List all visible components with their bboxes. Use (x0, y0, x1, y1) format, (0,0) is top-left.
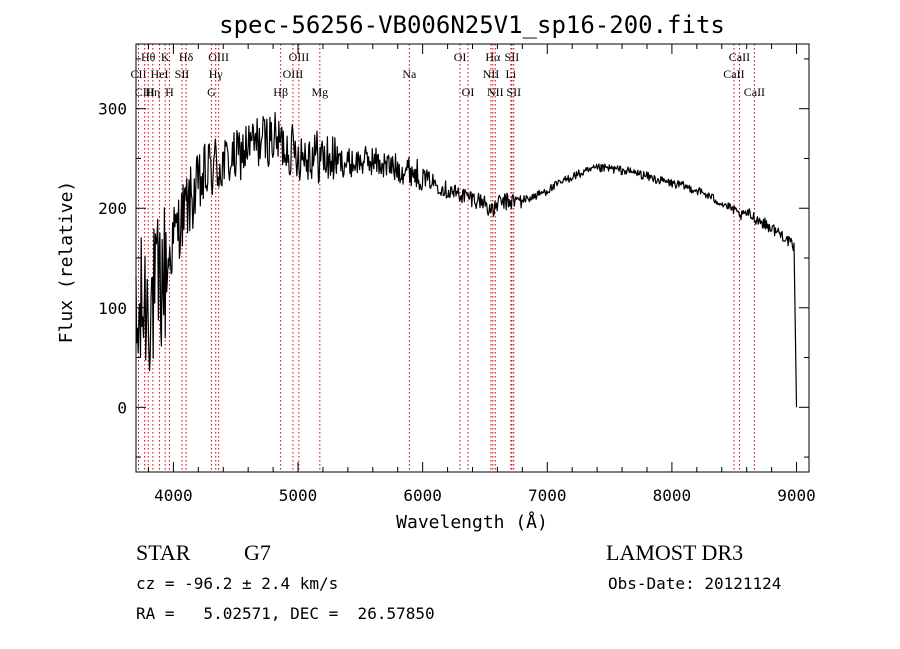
line-marker-label: OI (454, 50, 467, 64)
line-marker-label: SII (506, 85, 521, 99)
x-axis-ticks: 4000 5000 6000 7000 8000 9000 (147, 44, 816, 505)
observation-date: Obs-Date: 20121124 (608, 574, 782, 593)
line-marker-label: SII (175, 67, 190, 81)
line-marker-label: OIII (289, 50, 310, 64)
y-axis-label: Flux (relative) (56, 181, 77, 344)
line-marker-label: Li (506, 67, 517, 81)
line-marker-label: CaII (744, 85, 765, 99)
x-tick-label: 9000 (777, 486, 816, 505)
line-marker-label: OIII (283, 67, 304, 81)
line-marker-label: HeI (151, 67, 169, 81)
line-marker-label: Hα (485, 50, 501, 64)
line-marker-label: OIII (208, 50, 229, 64)
line-marker-label: SII (505, 50, 520, 64)
x-tick-label: 5000 (279, 486, 318, 505)
line-marker-label: Hγ (209, 67, 224, 81)
line-marker-label: Na (402, 67, 417, 81)
y-tick-label: 200 (98, 199, 127, 218)
line-marker-label: CII (130, 67, 146, 81)
line-marker-label: G (207, 85, 216, 99)
x-axis-label: Wavelength (Å) (396, 511, 548, 533)
line-marker-label: Hβ (273, 85, 288, 99)
y-tick-label: 100 (98, 299, 127, 318)
y-axis-ticks: 0 100 200 300 (98, 58, 809, 458)
line-marker-label: NII (487, 85, 504, 99)
line-marker-label: Hη (145, 85, 160, 99)
line-marker-label: H (165, 85, 174, 99)
object-class: STAR (136, 540, 191, 565)
y-tick-label: 0 (117, 398, 127, 417)
y-tick-label: 300 (98, 100, 127, 119)
x-tick-label: 7000 (528, 486, 567, 505)
spectrum-line (135, 112, 798, 408)
line-marker-label: NII (483, 67, 500, 81)
line-marker-label: Mg (311, 85, 328, 99)
line-marker-label: OI (462, 85, 475, 99)
x-tick-label: 6000 (403, 486, 442, 505)
x-tick-label: 4000 (154, 486, 193, 505)
survey-name: LAMOST DR3 (606, 540, 744, 565)
line-marker-label: K (161, 50, 170, 64)
plot-frame (135, 43, 810, 473)
line-marker-label: CaII (723, 67, 744, 81)
object-subclass: G7 (244, 540, 271, 565)
chart-title: spec-56256-VB006N25V1_sp16-200.fits (219, 11, 725, 39)
x-tick-label: 8000 (653, 486, 692, 505)
line-marker-label: Hθ (141, 50, 156, 64)
line-marker-label: Hδ (179, 50, 194, 64)
line-marker-label: CIII (135, 85, 155, 99)
coordinates: RA = 5.02571, DEC = 26.57850 (136, 604, 435, 623)
line-marker-label: CaII (729, 50, 750, 64)
redshift-cz: cz = -96.2 ± 2.4 km/s (136, 574, 339, 593)
